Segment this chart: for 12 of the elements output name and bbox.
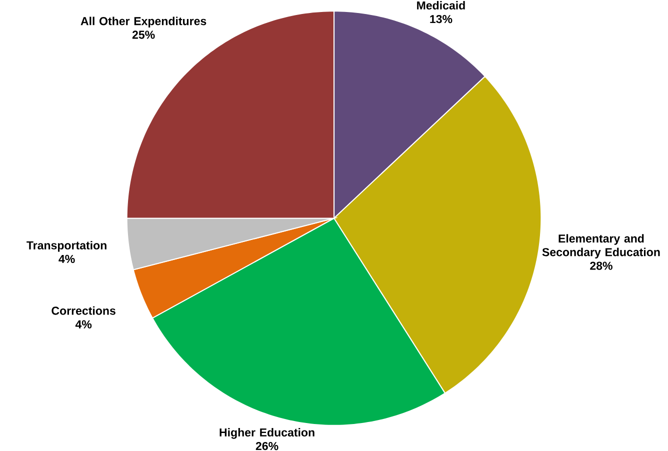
slice-label: Elementary and Secondary Education (542, 234, 660, 258)
data-label: 4% (75, 320, 92, 328)
data-label: 26% (256, 442, 278, 450)
data-label: 4% (58, 254, 75, 263)
slice-label: Medicaid (417, 0, 465, 10)
slice-label: Transportation (26, 240, 106, 252)
data-label: 25% (132, 30, 155, 39)
data-label: 28% (590, 262, 612, 270)
slice-label: Higher Education (220, 428, 314, 439)
slice-label: Corrections (52, 306, 116, 315)
data-label: 13% (430, 14, 452, 24)
slice-label: All Other Expenditures (80, 16, 206, 28)
